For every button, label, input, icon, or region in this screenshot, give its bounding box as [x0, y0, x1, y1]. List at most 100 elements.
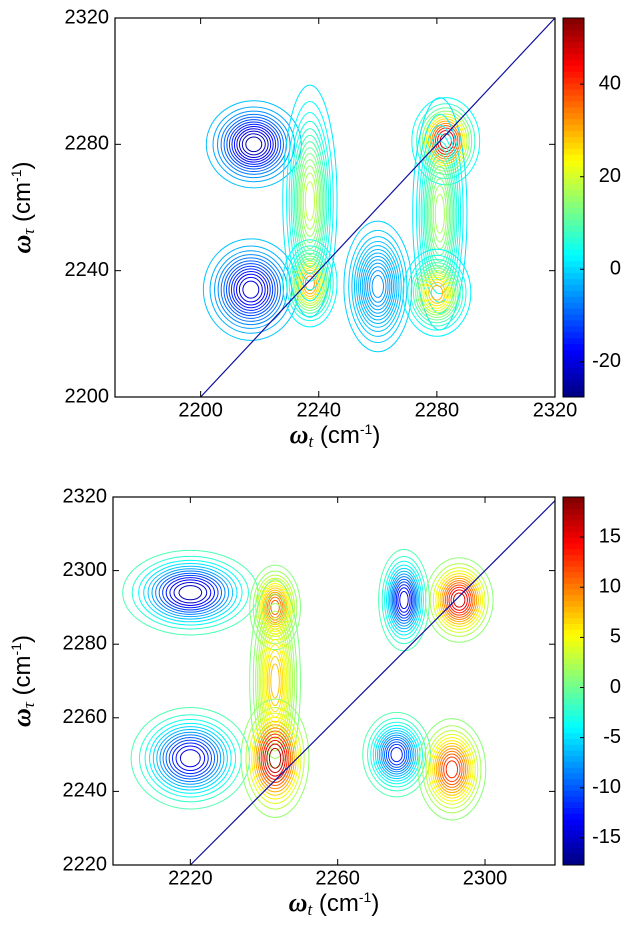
contour-line	[374, 727, 419, 782]
colorbar-cell	[563, 361, 584, 368]
contour-line	[381, 555, 427, 645]
colorbar-cell	[563, 266, 584, 274]
diagonal	[200, 18, 555, 397]
contour-line	[426, 159, 453, 268]
y-tick-label: 2260	[63, 706, 108, 728]
contour-line	[428, 733, 476, 805]
contour-line	[361, 255, 394, 318]
contour-line	[202, 238, 299, 341]
contour-line	[415, 265, 459, 321]
contour-line	[298, 153, 322, 250]
colorbar-tick-label: 0	[610, 676, 621, 698]
colorbar-cell	[563, 166, 584, 173]
axis-label: ωt (cm-1)	[289, 888, 380, 919]
contour-line	[363, 259, 393, 314]
contour-line	[233, 126, 274, 163]
contour-line	[302, 172, 317, 230]
axis-label-part: (cm	[312, 890, 359, 917]
contour-line	[228, 265, 274, 314]
contour-line	[432, 567, 486, 633]
contour-line	[151, 568, 230, 618]
contour-line	[238, 276, 263, 303]
colorbar-cell	[563, 391, 584, 398]
contour-line	[245, 706, 305, 810]
colorbar-cell	[563, 497, 584, 504]
colorbar-cell	[563, 260, 584, 268]
contour-line	[130, 707, 251, 810]
colorbar-cell	[563, 219, 584, 226]
x-tick-label: 2320	[533, 399, 578, 421]
contour-line	[173, 581, 208, 604]
colorbar-cell	[563, 732, 584, 739]
colorbar-cell	[563, 548, 584, 555]
colorbar-tick-label: 10	[599, 576, 621, 598]
contour-line	[399, 591, 409, 610]
contour-line	[359, 252, 396, 321]
contour-line	[245, 136, 263, 153]
contour-line	[422, 274, 452, 312]
plot-area	[200, 18, 555, 397]
colorbar-cell	[563, 379, 584, 386]
contour-line	[138, 559, 243, 626]
contour-line	[453, 592, 466, 608]
contour-line	[351, 236, 405, 337]
colorbar-cell	[563, 272, 584, 280]
colorbar-cell	[563, 213, 584, 220]
colorbar-cell	[563, 201, 584, 208]
colorbar-cell	[563, 373, 584, 380]
contour-line	[143, 563, 238, 623]
contour-line	[212, 106, 296, 183]
colorbar-cell	[563, 296, 584, 303]
colorbar-cell	[563, 801, 584, 808]
axis-label: ωτ (cm-1)	[7, 161, 38, 253]
colorbar-cell	[563, 709, 584, 716]
contour-line	[304, 181, 315, 222]
contour-line	[260, 733, 290, 783]
y-tick-label: 2240	[63, 780, 108, 802]
contour-line	[294, 258, 326, 309]
colorbar-cell	[563, 773, 584, 780]
contour-line	[169, 579, 212, 606]
plot-frame	[114, 17, 556, 398]
colorbar-cell	[563, 278, 584, 285]
contour-line	[152, 726, 228, 791]
colorbar-cell	[563, 721, 584, 728]
contour-line	[144, 719, 237, 798]
contour-line	[138, 714, 242, 803]
contour-line	[434, 742, 470, 796]
contour-line	[162, 574, 219, 611]
axis-label-part: -1	[8, 169, 24, 182]
colorbar-cell	[563, 29, 584, 37]
contour-line	[407, 254, 467, 331]
colorbar-cell	[563, 302, 584, 309]
colorbar-cell	[563, 652, 584, 659]
colorbar-cell	[563, 94, 584, 102]
contour-line	[168, 739, 213, 777]
colorbar-cell	[563, 35, 584, 43]
contour-line	[397, 587, 411, 613]
contour-line	[443, 580, 476, 621]
contour-line	[156, 729, 225, 788]
contour-line	[450, 589, 468, 611]
contour-line	[384, 560, 424, 640]
contour-line	[413, 262, 461, 324]
colorbar-cell	[563, 606, 584, 613]
colorbar-cell	[563, 819, 584, 826]
contour-line	[421, 110, 470, 172]
colorbar-cell	[563, 77, 584, 84]
contour-line	[423, 147, 456, 281]
contour-line	[411, 97, 481, 186]
contour-line	[432, 740, 472, 799]
colorbar-cell	[563, 89, 584, 96]
contour-line	[230, 268, 271, 311]
colorbar-cell	[563, 508, 584, 515]
contour-line	[179, 749, 201, 768]
colorbar-cell	[563, 560, 584, 567]
contour-line	[420, 272, 453, 314]
contour-line	[268, 655, 282, 707]
x-tick-label: 2220	[168, 867, 213, 889]
contour-line	[165, 737, 216, 780]
contour-line	[162, 734, 219, 783]
colorbar-cell	[563, 154, 584, 161]
axis-label-part: )	[371, 890, 379, 917]
